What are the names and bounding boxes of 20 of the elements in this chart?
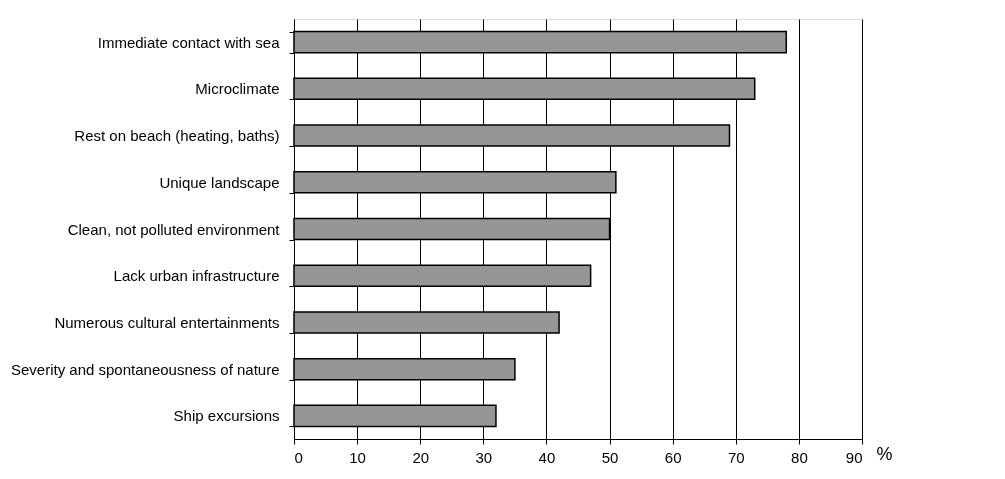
- y-tick-label: Ship excursions: [173, 407, 280, 425]
- y-tick-label: Severity and spontaneousness of nature: [10, 360, 280, 378]
- x-tick-label: 30: [475, 448, 493, 466]
- x-tick-label: 20: [412, 448, 430, 466]
- x-tick-label: 90: [845, 448, 863, 466]
- y-tick-label: Numerous cultural entertainments: [54, 313, 280, 331]
- y-tick-label: Lack urban infrastructure: [113, 267, 280, 285]
- x-tick-label: 50: [601, 448, 619, 466]
- y-tick-label: Unique landscape: [159, 173, 280, 191]
- x-tick-label: 70: [727, 448, 745, 466]
- x-tick-label: 0: [294, 448, 303, 466]
- y-tick-label: Immediate contact with sea: [97, 33, 281, 51]
- x-tick-label: 10: [349, 448, 366, 466]
- y-tick-label: Microclimate: [195, 80, 280, 98]
- x-axis-title: %: [876, 443, 893, 464]
- x-tick-label: 80: [791, 448, 808, 466]
- y-tick-label: Rest on beach (heating, baths): [74, 127, 280, 145]
- x-tick-label: 60: [664, 448, 682, 466]
- y-tick-label: Clean, not polluted environment: [67, 220, 281, 238]
- x-tick-label: 40: [538, 448, 556, 466]
